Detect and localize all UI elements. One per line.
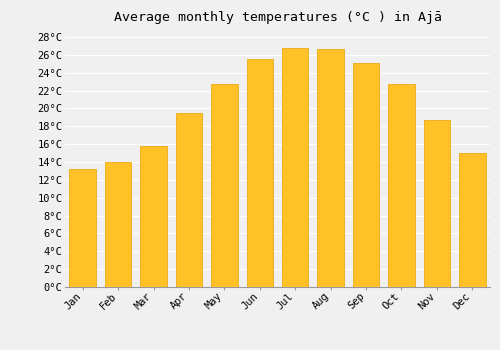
Bar	[318, 49, 344, 287]
Bar	[353, 63, 380, 287]
Bar	[282, 48, 308, 287]
Bar	[211, 84, 238, 287]
Bar	[176, 113, 202, 287]
Bar	[388, 84, 414, 287]
Bar	[140, 146, 167, 287]
Title: Average monthly temperatures (°C ) in Ajā: Average monthly temperatures (°C ) in Aj…	[114, 11, 442, 24]
Bar	[105, 162, 132, 287]
Bar	[459, 153, 485, 287]
Bar	[70, 169, 96, 287]
Bar	[246, 59, 273, 287]
Bar	[424, 120, 450, 287]
